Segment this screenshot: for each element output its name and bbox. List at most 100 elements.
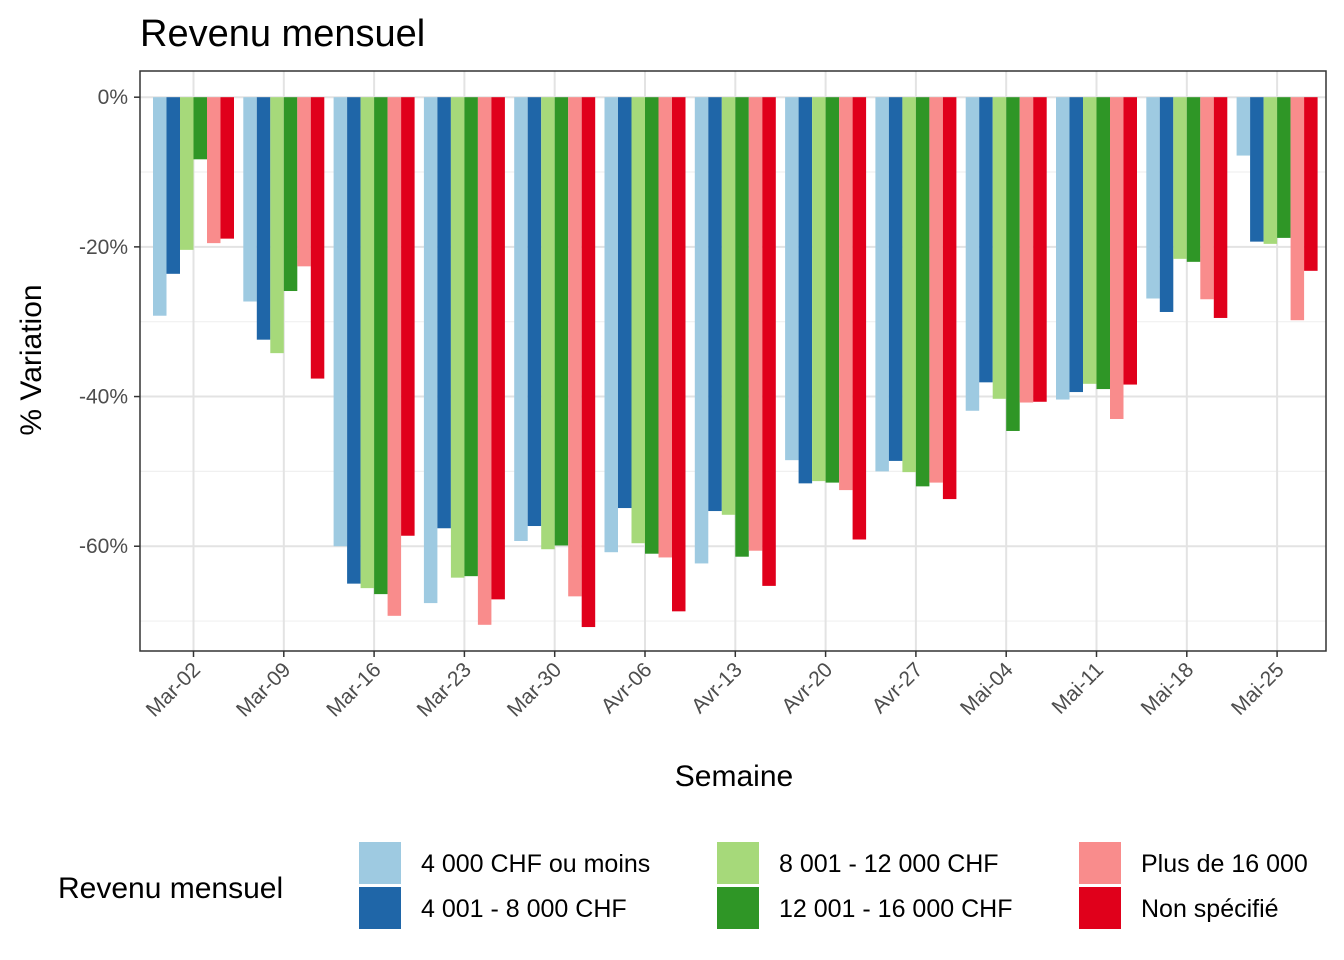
bar bbox=[1186, 97, 1201, 262]
x-tick-label: Mai-04 bbox=[956, 658, 1018, 720]
bar bbox=[672, 97, 686, 612]
bar bbox=[256, 97, 271, 340]
x-tick-label: Mar-30 bbox=[503, 658, 566, 721]
bar bbox=[735, 97, 749, 557]
x-tick-label: Avr-06 bbox=[597, 658, 657, 718]
bar bbox=[541, 97, 555, 550]
legend-key bbox=[1079, 887, 1121, 929]
legend-label: Non spécifié bbox=[1141, 895, 1279, 923]
bar bbox=[1277, 97, 1291, 238]
bar bbox=[297, 97, 311, 267]
bar bbox=[464, 97, 478, 577]
x-tick-label: Mar-09 bbox=[232, 658, 295, 721]
bar bbox=[283, 97, 298, 292]
bar bbox=[1263, 97, 1278, 244]
bar bbox=[1123, 97, 1137, 385]
bar bbox=[915, 97, 930, 487]
bar bbox=[437, 97, 451, 529]
bar bbox=[387, 97, 402, 616]
bar bbox=[207, 97, 221, 244]
bar bbox=[618, 97, 632, 509]
bar bbox=[1096, 97, 1110, 390]
legend: Revenu mensuel 4 000 CHF ou moins 4 001 -… bbox=[58, 842, 1308, 929]
bar bbox=[243, 97, 257, 302]
bar bbox=[1200, 97, 1214, 300]
bar bbox=[333, 97, 348, 547]
bar bbox=[942, 97, 957, 500]
y-axis-title: % Variation bbox=[15, 284, 48, 435]
legend-label: Plus de 16 000 bbox=[1141, 850, 1308, 878]
bar bbox=[798, 97, 813, 484]
bar bbox=[748, 97, 763, 551]
bar bbox=[1173, 97, 1187, 259]
y-tick-label: -60% bbox=[79, 535, 128, 558]
bar bbox=[785, 97, 799, 461]
bar bbox=[929, 97, 943, 483]
bar bbox=[1304, 97, 1318, 271]
x-axis-title: Semaine bbox=[675, 760, 793, 793]
x-tick-label: Mar-02 bbox=[142, 658, 205, 721]
x-tick-label: Mai-18 bbox=[1137, 658, 1199, 720]
bar bbox=[568, 97, 582, 597]
bar bbox=[581, 97, 596, 628]
bar bbox=[491, 97, 505, 600]
bar bbox=[875, 97, 889, 472]
legend-key bbox=[717, 887, 759, 929]
legend-label: 12 001 - 16 000 CHF bbox=[779, 895, 1012, 923]
bar bbox=[1006, 97, 1020, 431]
bar bbox=[1033, 97, 1047, 402]
bar bbox=[631, 97, 645, 544]
bar bbox=[812, 97, 826, 482]
bar bbox=[193, 97, 207, 160]
bar bbox=[1213, 97, 1228, 318]
plot-area: 0% -20% -40% -60% Mar-02 Mar-09 Mar-16 Mar-23 Ma… bbox=[79, 70, 1327, 722]
bar bbox=[1236, 97, 1251, 156]
legend-label: 8 001 - 12 000 CHF bbox=[779, 850, 999, 878]
legend-label: 4 001 - 8 000 CHF bbox=[421, 895, 627, 923]
y-tick-label: -20% bbox=[79, 236, 128, 259]
plot-border bbox=[139, 70, 1327, 652]
bar bbox=[1110, 97, 1124, 419]
bar bbox=[992, 97, 1007, 399]
bar bbox=[979, 97, 993, 383]
bar bbox=[310, 97, 325, 379]
legend-key bbox=[359, 842, 401, 884]
bar bbox=[527, 97, 542, 527]
bar bbox=[1083, 97, 1097, 384]
bar bbox=[762, 97, 776, 586]
bar bbox=[1146, 97, 1160, 299]
bar bbox=[153, 97, 167, 316]
bar bbox=[1250, 97, 1264, 242]
bar bbox=[902, 97, 916, 473]
x-tick-label: Avr-20 bbox=[777, 658, 837, 718]
bar bbox=[965, 97, 980, 411]
bar bbox=[374, 97, 388, 595]
bar bbox=[1069, 97, 1083, 393]
bar bbox=[180, 97, 194, 250]
legend-key bbox=[1079, 842, 1121, 884]
bar bbox=[554, 97, 569, 546]
bar bbox=[1159, 97, 1174, 312]
bar bbox=[514, 97, 528, 541]
bar bbox=[694, 97, 709, 564]
bar bbox=[708, 97, 722, 512]
y-tick-label: 0% bbox=[98, 86, 128, 109]
bar bbox=[450, 97, 465, 578]
y-tick-label: -40% bbox=[79, 386, 128, 409]
bar bbox=[888, 97, 903, 461]
bar bbox=[1290, 97, 1305, 321]
x-tick-label: Mai-25 bbox=[1227, 658, 1289, 720]
legend-title: Revenu mensuel bbox=[58, 872, 283, 905]
bar bbox=[347, 97, 361, 584]
bar bbox=[645, 97, 659, 554]
bar bbox=[423, 97, 438, 604]
bar bbox=[360, 97, 375, 589]
bar bbox=[166, 97, 180, 274]
bar bbox=[1056, 97, 1070, 400]
bar bbox=[270, 97, 284, 354]
x-tick-label: Avr-27 bbox=[868, 658, 928, 718]
bar bbox=[852, 97, 867, 540]
legend-key bbox=[717, 842, 759, 884]
x-tick-label: Avr-13 bbox=[687, 658, 747, 718]
